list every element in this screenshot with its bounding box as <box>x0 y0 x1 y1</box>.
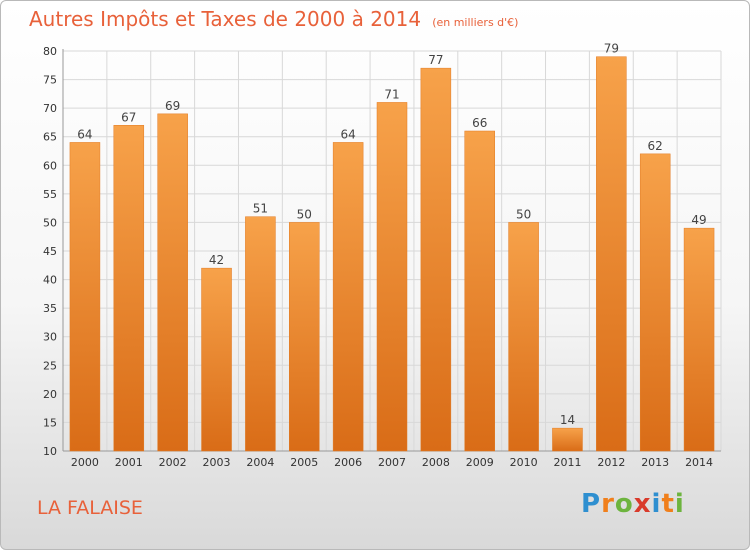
y-tick-label: 20 <box>43 388 57 401</box>
bar-value-label: 50 <box>297 207 312 221</box>
x-tick-label: 2005 <box>290 456 318 469</box>
bar <box>508 222 539 452</box>
x-tick-label: 2003 <box>203 456 231 469</box>
bar <box>552 427 583 452</box>
y-tick-label: 50 <box>43 216 57 229</box>
logo-letter: i <box>651 489 662 519</box>
bar-value-label: 66 <box>472 116 487 130</box>
proxiti-logo: Proxiti <box>581 489 685 519</box>
bar <box>596 56 627 452</box>
bar-value-label: 49 <box>691 213 706 227</box>
x-tick-label: 2011 <box>553 456 581 469</box>
bar-value-label: 69 <box>165 99 180 113</box>
x-tick-label: 2010 <box>510 456 538 469</box>
y-tick-label: 25 <box>43 359 57 372</box>
bar <box>289 222 320 452</box>
data-labels: 64 67 69 42 51 50 64 71 77 66 50 14 79 62 49 <box>77 42 706 427</box>
title-row: Autres Impôts et Taxes de 2000 à 2014 (e… <box>29 7 518 31</box>
bar-value-label: 79 <box>604 42 619 56</box>
bar-value-label: 67 <box>121 110 136 124</box>
x-tick-label: 2007 <box>378 456 406 469</box>
bar <box>245 216 276 452</box>
logo-letter: o <box>614 489 634 519</box>
logo-letter: r <box>601 489 615 519</box>
bar <box>69 142 101 452</box>
x-tick-label: 2000 <box>71 456 99 469</box>
bar-value-label: 50 <box>516 207 531 221</box>
bar <box>157 113 188 452</box>
bar-value-label: 62 <box>648 139 663 153</box>
bars <box>69 56 715 452</box>
y-tick-label: 40 <box>43 274 57 287</box>
x-tick-label: 2012 <box>597 456 625 469</box>
x-tick-label: 2006 <box>334 456 362 469</box>
bar <box>332 142 364 452</box>
bar <box>639 153 671 452</box>
y-tick-label: 80 <box>43 45 57 58</box>
x-tick-label: 2009 <box>466 456 494 469</box>
x-tick-label: 2014 <box>685 456 713 469</box>
x-tick-label: 2013 <box>641 456 669 469</box>
bar-value-label: 64 <box>77 127 92 141</box>
bar-value-label: 77 <box>428 53 443 67</box>
x-tick-label: 2001 <box>115 456 143 469</box>
y-tick-label: 55 <box>43 188 57 201</box>
bar-value-label: 71 <box>384 87 399 101</box>
bar-value-label: 64 <box>340 127 355 141</box>
bar <box>420 67 452 452</box>
location-name: LA FALAISE <box>37 497 143 519</box>
bar <box>201 267 232 452</box>
bar <box>683 227 715 452</box>
logo-letter: i <box>674 489 685 519</box>
bar-value-label: 14 <box>560 413 575 427</box>
y-tick-label: 45 <box>43 245 57 258</box>
unit-note: (en milliers d'€) <box>432 16 519 29</box>
y-tick-label: 70 <box>43 102 57 115</box>
y-tick-label: 15 <box>43 416 57 429</box>
x-tick-label: 2002 <box>159 456 187 469</box>
y-tick-label: 10 <box>43 445 57 458</box>
y-tick-label: 30 <box>43 331 57 344</box>
x-tick-label: 2008 <box>422 456 450 469</box>
logo-letter: t <box>661 489 675 519</box>
bar <box>113 125 145 452</box>
bar-value-label: 42 <box>209 253 224 267</box>
y-tick-label: 75 <box>43 74 57 87</box>
bar-value-label: 51 <box>253 202 268 216</box>
y-tick-label: 60 <box>43 159 57 172</box>
y-tick-label: 35 <box>43 302 57 315</box>
tick-labels: 10 15 20 25 30 35 40 45 50 55 60 65 70 75 80 2000 2001 20… <box>43 45 713 469</box>
bar <box>464 130 495 452</box>
bar <box>376 102 408 452</box>
y-tick-label: 65 <box>43 131 57 144</box>
logo-letter: P <box>581 489 602 519</box>
x-tick-label: 2004 <box>246 456 274 469</box>
logo-letter: x <box>633 489 652 519</box>
chart-title: Autres Impôts et Taxes de 2000 à 2014 <box>29 7 422 31</box>
